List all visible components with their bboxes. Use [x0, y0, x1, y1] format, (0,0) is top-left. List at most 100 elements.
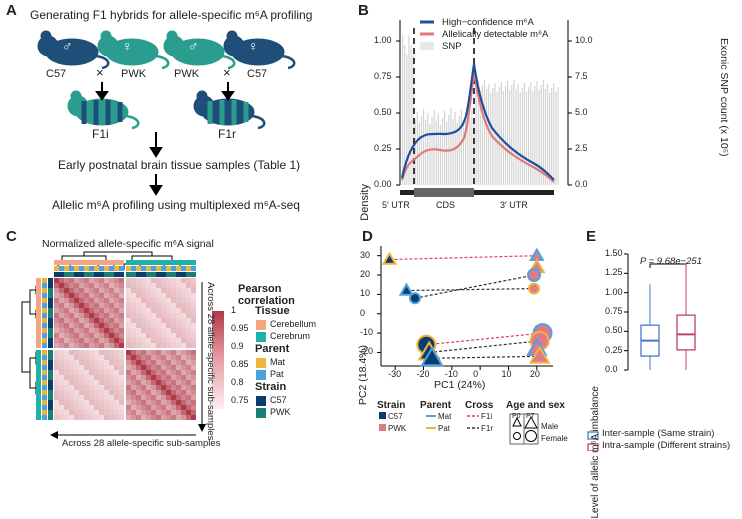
heatmap-cell — [136, 328, 141, 333]
heatmap-cell — [79, 323, 84, 328]
heatmap-cell — [131, 395, 136, 400]
top-annotation-cell — [84, 266, 89, 271]
heatmap-cell — [119, 308, 124, 313]
side-annotation-cell — [48, 293, 53, 298]
heatmap-cell — [181, 328, 186, 333]
heatmap-cell — [59, 390, 64, 395]
heatmap-cell — [104, 323, 109, 328]
heatmap-cell — [141, 303, 146, 308]
heatmap-cell — [191, 400, 196, 405]
heatmap-cell — [114, 415, 119, 420]
d-ytick-label: 0 — [360, 307, 366, 318]
heatmap-cell — [89, 323, 94, 328]
side-annotation-cell — [48, 343, 53, 348]
side-annotation-cell — [36, 415, 41, 420]
top-annotation-cell — [176, 266, 181, 271]
heatmap-cell — [104, 375, 109, 380]
heatmap-cell — [191, 405, 196, 410]
heatmap-cell — [114, 400, 119, 405]
panel-b-label: B — [358, 2, 369, 19]
top-annotation-cell — [161, 272, 166, 277]
heatmap-cell — [161, 415, 166, 420]
side-annotation-cell — [42, 365, 47, 370]
top-annotation-cell — [176, 260, 181, 265]
heatmap-cell — [74, 278, 79, 283]
snp-bar — [452, 119, 454, 185]
heatmap-cell — [104, 298, 109, 303]
snp-bar — [540, 85, 542, 185]
heatmap-cell — [136, 278, 141, 283]
heatmap-cell — [191, 313, 196, 318]
heatmap-cell — [171, 395, 176, 400]
heatmap-cell — [74, 355, 79, 360]
heatmap-cell — [181, 350, 186, 355]
pair-line — [389, 255, 537, 261]
heatmap-cell — [166, 390, 171, 395]
heatmap-cell — [69, 278, 74, 283]
heatmap-cell — [136, 355, 141, 360]
top-annotation-cell — [74, 260, 79, 265]
heatmap-cell — [89, 350, 94, 355]
snp-bar — [511, 85, 513, 185]
heatmap-cell — [89, 308, 94, 313]
heatmap-cell — [146, 308, 151, 313]
heatmap-cell — [89, 293, 94, 298]
b-region-cds-label: CDS — [436, 200, 456, 210]
heatmap-cell — [191, 293, 196, 298]
heatmap-cell — [104, 370, 109, 375]
heatmap-cell — [54, 350, 59, 355]
panel-a-label: A — [6, 2, 17, 19]
heatmap-cell — [84, 380, 89, 385]
heatmap-cell — [109, 355, 114, 360]
side-annotation-cell — [42, 328, 47, 333]
b-ytick-label: 1.00 — [374, 35, 392, 45]
heatmap-cell — [186, 390, 191, 395]
heatmap-cell — [186, 293, 191, 298]
snp-bar — [408, 35, 410, 185]
heatmap-cell — [171, 400, 176, 405]
heatmap-cell — [126, 293, 131, 298]
d-legend-p0-male — [512, 416, 522, 427]
heatmap-cell — [126, 360, 131, 365]
top-annotation-cell — [69, 266, 74, 271]
side-annotation-cell — [36, 360, 41, 365]
heatmap-cell — [191, 328, 196, 333]
heatmap-cell — [94, 328, 99, 333]
heatmap-cell — [156, 343, 161, 348]
heatmap-cell — [79, 308, 84, 313]
heatmap-cell — [74, 365, 79, 370]
heatmap-cell — [89, 415, 94, 420]
heatmap-cell — [59, 338, 64, 343]
heatmap-cell — [176, 380, 181, 385]
heatmap-cell — [176, 333, 181, 338]
heatmap-cell — [104, 288, 109, 293]
f1r-label: F1r — [218, 127, 236, 141]
e-ytick-label: 0.50 — [605, 325, 623, 336]
heatmap-cell — [151, 380, 156, 385]
side-annotation-cell — [36, 375, 41, 380]
heatmap-cell — [114, 288, 119, 293]
side-annotation-cell — [36, 380, 41, 385]
heatmap-cell — [131, 323, 136, 328]
heatmap-cell — [136, 288, 141, 293]
heatmap-cell — [181, 385, 186, 390]
heatmap-cell — [146, 328, 151, 333]
heatmap-cell — [176, 360, 181, 365]
snp-bar — [471, 110, 473, 185]
heatmap-cell — [161, 370, 166, 375]
heatmap-cell — [99, 390, 104, 395]
heatmap-cell — [151, 375, 156, 380]
heatmap-cell — [186, 360, 191, 365]
heatmap-cell — [191, 318, 196, 323]
heatmap-cell — [54, 338, 59, 343]
heatmap-cell — [74, 288, 79, 293]
heatmap-cell — [186, 318, 191, 323]
snp-bar — [519, 93, 521, 185]
heatmap-cell — [131, 400, 136, 405]
heatmap-cell — [146, 318, 151, 323]
heatmap-cell — [141, 365, 146, 370]
d-legend-pwk: PWK — [388, 424, 407, 433]
heatmap-cell — [131, 308, 136, 313]
snp-bar — [481, 85, 483, 185]
top-annotation-cell — [131, 272, 136, 277]
